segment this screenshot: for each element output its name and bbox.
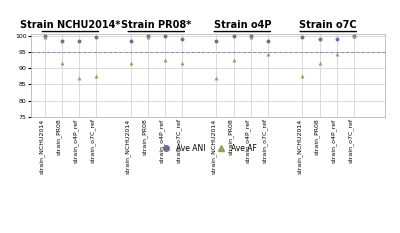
Point	[58, 62, 65, 65]
Text: Strain o4P: Strain o4P	[214, 20, 271, 30]
Point	[299, 75, 306, 78]
Point	[144, 35, 151, 39]
Point	[76, 76, 82, 80]
Text: Strain PR08*: Strain PR08*	[121, 20, 192, 30]
Point	[265, 52, 271, 55]
Point	[316, 62, 323, 65]
Point	[93, 35, 99, 39]
Point	[162, 58, 168, 62]
Point	[127, 62, 134, 65]
Point	[76, 39, 82, 42]
Point	[93, 75, 99, 78]
Point	[248, 35, 254, 39]
Legend: Ave ANI, Ave AF: Ave ANI, Ave AF	[156, 141, 260, 156]
Point	[127, 39, 134, 43]
Point	[179, 62, 185, 65]
Point	[334, 52, 340, 55]
Point	[248, 34, 254, 38]
Point	[58, 39, 65, 43]
Point	[334, 38, 340, 41]
Text: Strain o7C: Strain o7C	[300, 20, 357, 30]
Point	[213, 76, 220, 80]
Point	[351, 34, 357, 38]
Point	[179, 38, 185, 41]
Point	[144, 34, 151, 38]
Text: Strain NCHU2014*: Strain NCHU2014*	[20, 20, 120, 30]
Point	[265, 39, 271, 42]
Point	[230, 58, 237, 62]
Point	[41, 34, 48, 38]
Point	[351, 34, 357, 38]
Point	[162, 34, 168, 38]
Point	[41, 35, 48, 39]
Point	[213, 39, 220, 43]
Point	[316, 38, 323, 41]
Point	[230, 34, 237, 38]
Point	[299, 35, 306, 39]
